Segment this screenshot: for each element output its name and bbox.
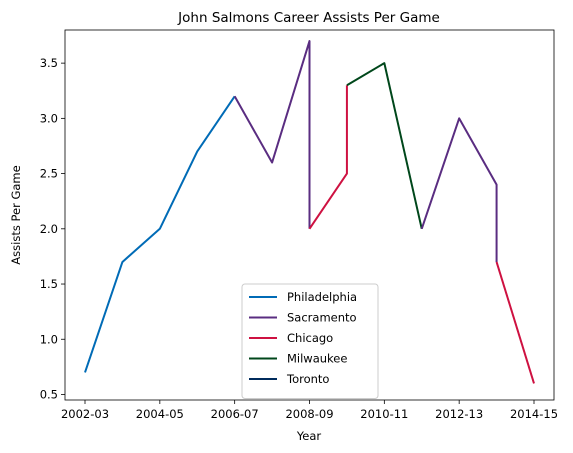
series-line-chicago-5 xyxy=(497,262,534,383)
legend-label-chicago: Chicago xyxy=(287,331,333,345)
x-tick-label: 2008-09 xyxy=(285,407,333,421)
y-tick-label: 0.5 xyxy=(40,387,58,401)
y-tick-label: 3.0 xyxy=(40,111,58,125)
x-tick-label: 2014-15 xyxy=(510,407,558,421)
legend-label-philadelphia: Philadelphia xyxy=(287,290,357,304)
x-tick-label: 2004-05 xyxy=(136,407,184,421)
chart-title: John Salmons Career Assists Per Game xyxy=(177,10,440,26)
x-axis-label: Year xyxy=(296,429,322,443)
series-line-philadelphia-0 xyxy=(85,96,235,372)
y-tick-label: 2.0 xyxy=(40,222,58,236)
legend-label-sacramento: Sacramento xyxy=(287,311,357,325)
y-tick-label: 1.5 xyxy=(40,277,58,291)
legend-label-milwaukee: Milwaukee xyxy=(287,352,347,366)
series-line-chicago-2 xyxy=(310,85,347,229)
y-tick-label: 2.5 xyxy=(40,167,58,181)
y-tick-label: 3.5 xyxy=(40,56,58,70)
series-line-milwaukee-3 xyxy=(347,63,422,229)
y-tick-label: 1.0 xyxy=(40,332,58,346)
y-axis-label: Assists Per Game xyxy=(9,165,23,264)
x-tick-label: 2012-13 xyxy=(435,407,483,421)
x-axis: 2002-03 2004-05 2006-07 2008-09 2010-11 2012-… xyxy=(61,400,558,421)
x-tick-label: 2002-03 xyxy=(61,407,109,421)
series-line-sacramento-1 xyxy=(235,41,310,229)
legend: Philadelphia Sacramento Chicago Milwaukee To… xyxy=(242,284,378,399)
series-line-sacramento-4 xyxy=(422,118,497,262)
x-tick-label: 2010-11 xyxy=(360,407,408,421)
legend-label-toronto: Toronto xyxy=(286,372,329,386)
x-tick-label: 2006-07 xyxy=(211,407,259,421)
y-axis: 0.5 1.0 1.5 2.0 2.5 3.0 3.5 xyxy=(40,56,65,401)
